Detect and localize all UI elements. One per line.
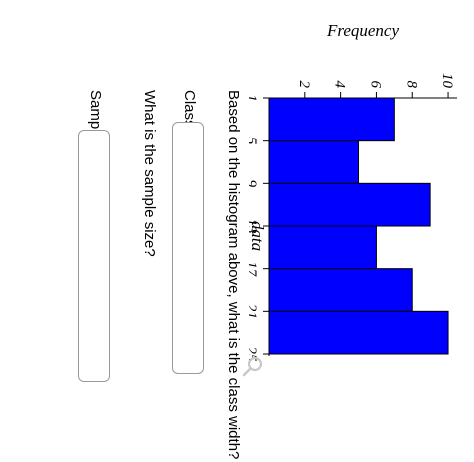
histogram-bar-5 [268, 268, 413, 312]
question-sample-size: What is the sample size? [141, 90, 158, 257]
histogram-bar-1 [268, 97, 395, 142]
x-tick-label-5: 5 [249, 137, 259, 145]
x-tick-label-21: 21 [249, 304, 259, 319]
y-axis-title: Frequency [326, 21, 400, 40]
histogram-bar-4 [268, 225, 377, 270]
x-tick-label-25: 25 [249, 347, 259, 363]
histogram-chart: 2 4 6 8 10 1 5 9 13 17 21 25 Frequency data [249, 21, 457, 363]
x-tick-label-9: 9 [249, 180, 259, 188]
class-width-input[interactable] [172, 122, 204, 374]
x-tick-label-17: 17 [249, 261, 259, 278]
magnifier-icon[interactable] [240, 355, 264, 379]
x-tick-label-13: 13 [249, 219, 259, 234]
y-tick-label-4: 4 [332, 81, 348, 89]
y-tick-label-10: 10 [439, 73, 455, 89]
x-axis-title: data [249, 221, 267, 251]
y-tick-label-8: 8 [403, 81, 419, 89]
sample-size-input[interactable] [78, 130, 110, 382]
y-tick-label-2: 2 [296, 81, 312, 89]
x-tick-label-1: 1 [249, 94, 259, 102]
histogram-bar-6 [268, 310, 449, 355]
question-class-width: Based on the histogram above, what is th… [225, 90, 242, 460]
histogram-bar-3 [268, 182, 431, 227]
histogram-bar-2 [268, 140, 360, 184]
y-tick-label-6: 6 [367, 81, 383, 89]
